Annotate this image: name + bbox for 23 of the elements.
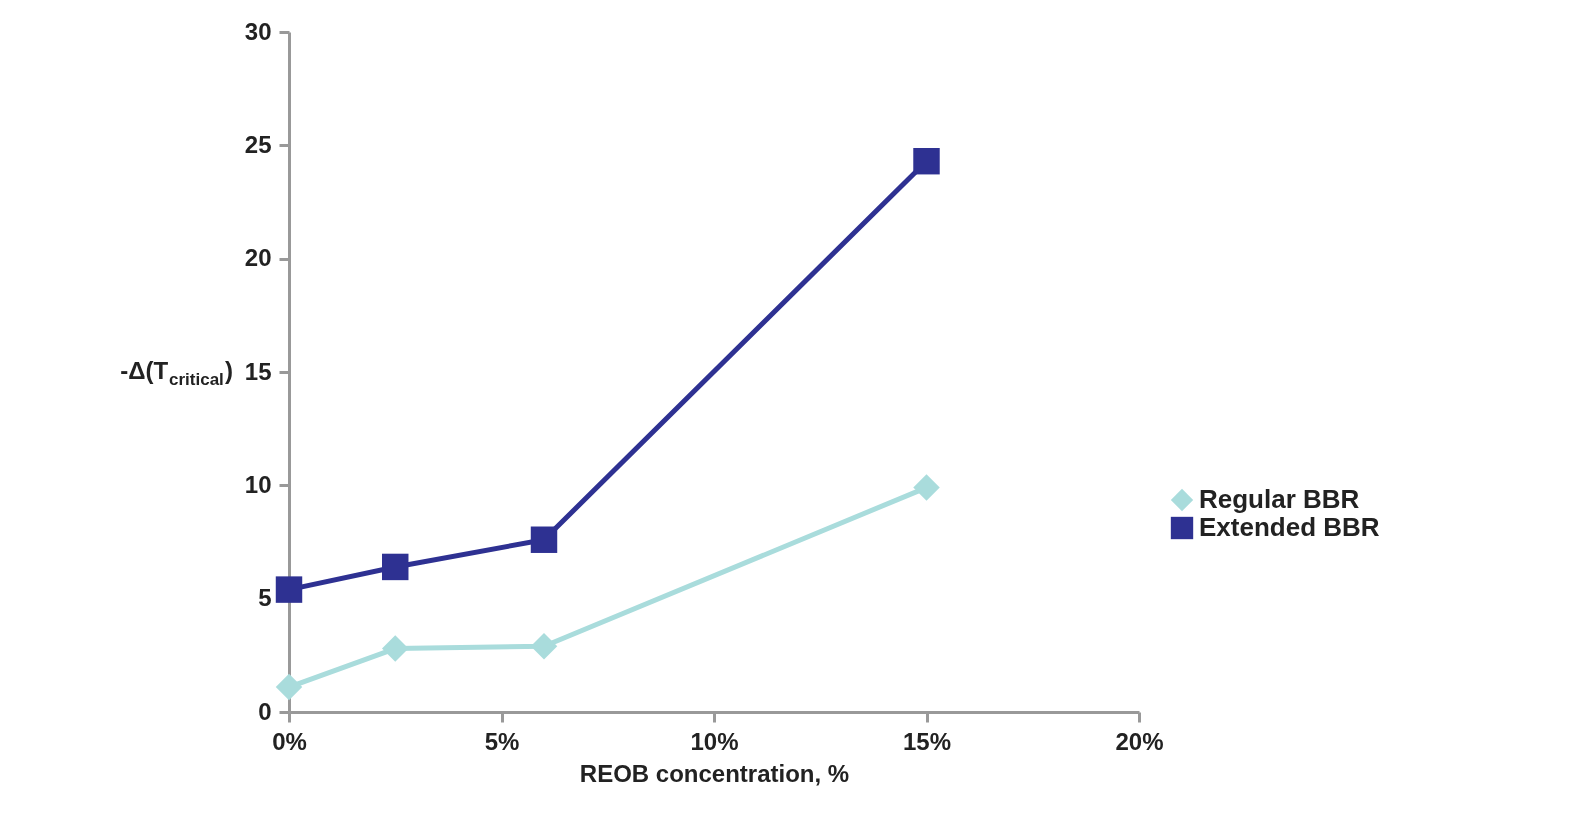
point <box>530 633 558 660</box>
point <box>275 576 303 603</box>
point <box>382 553 409 581</box>
point <box>913 147 940 175</box>
x-tick-label: 10% <box>690 727 739 755</box>
point <box>913 474 940 501</box>
x-tick-label: 0% <box>272 727 307 755</box>
point <box>530 526 558 553</box>
y-tick-label: 20 <box>244 244 272 272</box>
x-axis-title: REOB concentration, % <box>579 759 850 787</box>
y-tick-label: 30 <box>244 17 272 45</box>
point <box>275 673 303 701</box>
legend-label: Regular BBR <box>1199 484 1360 514</box>
y-tick-label: 0 <box>258 697 272 725</box>
point <box>382 635 409 662</box>
y-tick-label: 10 <box>244 470 272 498</box>
x-tick-label: 5% <box>484 727 520 755</box>
y-tick-label: 25 <box>244 130 272 158</box>
y-tick-label: 5 <box>258 584 272 612</box>
legend-label: Extended BBR <box>1199 512 1380 542</box>
y-tick-label: 15 <box>244 357 272 385</box>
x-tick-label: 15% <box>902 727 952 755</box>
x-tick-label: 20% <box>1115 727 1164 755</box>
